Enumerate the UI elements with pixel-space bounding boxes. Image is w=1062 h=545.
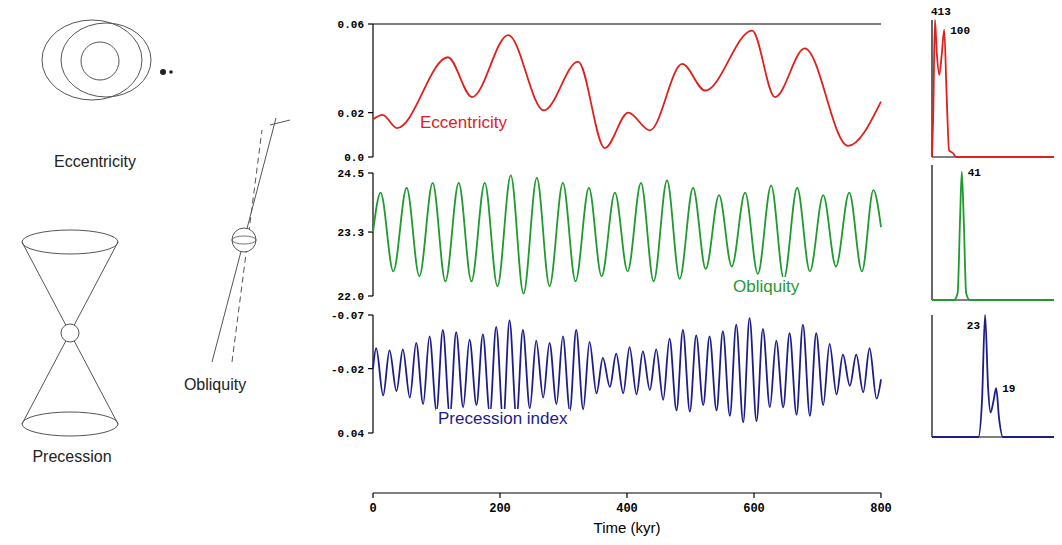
y-tick-label: 0.06 — [338, 19, 364, 31]
series-label: Obliquity — [733, 277, 800, 296]
series-line — [373, 31, 881, 148]
labels: Obliquity — [731, 277, 802, 296]
plot-area — [373, 31, 881, 148]
diagram — [22, 230, 118, 436]
y-tick-label: 22.0 — [338, 291, 364, 303]
diagram-label: Eccentricity — [54, 153, 136, 170]
y-tick — [368, 295, 373, 296]
diagram — [42, 20, 173, 100]
axis-tip — [270, 120, 290, 125]
x-tick — [626, 493, 627, 498]
series-label: Eccentricity — [420, 113, 507, 132]
series-label: Precession index — [438, 409, 568, 428]
label-patch — [436, 409, 570, 428]
equator — [232, 236, 256, 244]
orbit-normal — [232, 130, 262, 362]
frame-top — [373, 23, 881, 24]
earth — [160, 69, 166, 75]
plot-area — [373, 318, 881, 422]
series-line — [373, 318, 881, 422]
x-tick — [372, 493, 373, 498]
peak-label: 41 — [968, 167, 982, 179]
cone-bottom — [22, 412, 118, 436]
diagram-label: Obliquity — [184, 376, 246, 393]
y-tick — [368, 314, 373, 315]
y-tick — [368, 432, 373, 433]
peak-label: 100 — [950, 25, 970, 37]
peak-label: 19 — [1002, 383, 1015, 395]
y-axis — [931, 165, 932, 300]
panel: 23 19 — [932, 315, 1054, 437]
earth — [61, 324, 79, 342]
y-axis — [372, 173, 373, 296]
y-tick — [368, 172, 373, 173]
plot-area — [932, 172, 1054, 300]
spin-axis — [212, 118, 276, 362]
plot-area — [932, 315, 1054, 437]
labels: Precession index — [436, 409, 570, 428]
diagram — [212, 118, 290, 362]
y-tick-label: 23.3 — [338, 227, 365, 239]
orbit — [42, 20, 142, 100]
labels: Eccentricity — [418, 113, 509, 132]
series-line — [932, 315, 1054, 437]
labels: 413 100 — [931, 6, 970, 37]
label-patch — [731, 277, 802, 296]
peak-label: 413 — [931, 6, 951, 18]
y-tick — [368, 23, 373, 24]
plot-area — [932, 20, 1054, 157]
orbit — [61, 23, 151, 97]
x-tick — [753, 493, 754, 498]
figure: EccentricityPrecessionObliquity0.00.020.… — [0, 0, 1062, 545]
y-tick-label: 0.04 — [338, 428, 365, 440]
y-tick — [368, 156, 373, 157]
cone — [22, 242, 118, 424]
labels: 23 19 — [967, 320, 1016, 395]
series-line — [932, 20, 1054, 157]
panel: 413 100 — [931, 6, 1054, 157]
diagram-label: Precession — [32, 448, 111, 465]
y-tick-label: 24.5 — [338, 168, 365, 180]
label-patch — [418, 113, 509, 132]
x-tick-label: 0 — [369, 502, 376, 516]
y-tick-label: -0.07 — [331, 310, 364, 322]
series-line — [932, 172, 1054, 300]
y-axis — [372, 315, 373, 433]
x-tick-label: 200 — [489, 502, 511, 516]
y-tick-label: 0.02 — [338, 108, 364, 120]
peak-label: 23 — [967, 320, 981, 332]
y-tick-label: 0.0 — [344, 152, 364, 164]
series-line — [373, 175, 881, 293]
plot-area — [373, 175, 881, 293]
x-axis-title: Time (kyr) — [594, 519, 661, 536]
y-axis — [372, 24, 373, 157]
y-tick-label: -0.02 — [331, 364, 364, 376]
earth — [232, 228, 256, 252]
panel: 22.0 23.3 24.5 Obliquity — [338, 168, 881, 303]
labels: 41 — [968, 167, 982, 179]
panel: 0.04 -0.02 -0.07 0 200 400 600 800 Time (kyr) Pre… — [331, 310, 892, 536]
earth — [169, 70, 173, 74]
diagrams: Eccentricity Precession Obliquity — [22, 20, 290, 465]
x-tick — [499, 493, 500, 498]
panel: 0.0 0.02 0.06 Eccentricity — [338, 19, 881, 164]
sun — [81, 42, 119, 80]
x-tick — [880, 493, 881, 498]
x-tick-label: 600 — [743, 502, 765, 516]
y-tick — [368, 112, 373, 113]
y-axis — [931, 315, 932, 437]
panel: 41 — [932, 165, 1054, 300]
x-tick-label: 400 — [616, 502, 638, 516]
x-tick-label: 800 — [870, 502, 892, 516]
cone-top — [22, 230, 118, 254]
